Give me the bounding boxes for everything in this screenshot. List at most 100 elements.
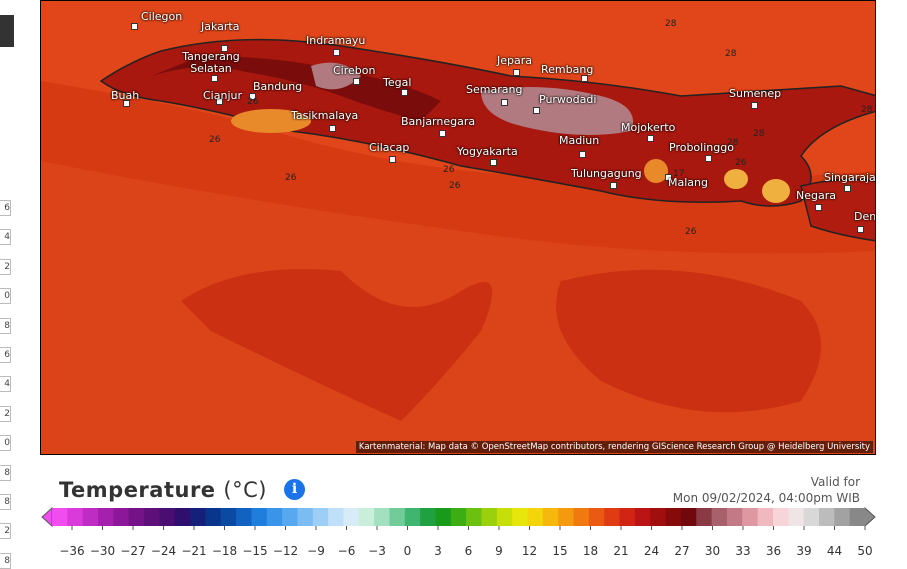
scale-tick-label: 36 [766, 544, 781, 558]
scale-swatch [542, 508, 559, 526]
city-marker [844, 185, 851, 192]
sidebar-item: 0 [0, 435, 11, 452]
scale-swatch [404, 508, 421, 526]
scale-tick-label: 18 [583, 544, 598, 558]
scale-swatch [496, 508, 513, 526]
color-scale: −36 −30 −27 −24 −21 −18 −15 −12 −9 −6 −3 0 3 6 9 12 15 18… [41, 506, 876, 558]
city-label: Malang [668, 176, 708, 189]
info-button[interactable]: i [284, 479, 305, 500]
scale-swatch [312, 508, 329, 526]
scale-swatch [358, 508, 375, 526]
sidebar-item: 8 [0, 317, 11, 334]
scale-arrow-right [864, 506, 876, 528]
scale-swatch [174, 508, 191, 526]
cool-patch [181, 269, 493, 421]
scale-tick-label: 50 [857, 544, 872, 558]
scale-swatch [726, 508, 743, 526]
city-marker [216, 98, 223, 105]
scale-swatch [818, 508, 835, 526]
very-hot-zone [311, 62, 361, 90]
legend-unit: (°C) [223, 478, 267, 502]
city-marker [665, 174, 672, 181]
scale-tick-label: −21 [181, 544, 206, 558]
city-marker [513, 69, 520, 76]
city-marker [249, 93, 256, 100]
scale-swatch [588, 508, 605, 526]
scale-tick-label: 0 [404, 544, 412, 558]
sidebar-item: 2 [0, 523, 11, 540]
scale-tick-label: −30 [90, 544, 115, 558]
city-marker [131, 23, 138, 30]
scale-swatch [834, 508, 851, 526]
scale-tick-label: 39 [796, 544, 811, 558]
city-marker [401, 89, 408, 96]
scale-swatch [190, 508, 206, 526]
scale-tick-label: 15 [552, 544, 567, 558]
city-label: Purwodadi [539, 93, 597, 106]
scale-swatch [389, 508, 406, 526]
scale-swatch [128, 508, 145, 526]
city-marker [501, 99, 508, 106]
city-label: Indramayu [306, 34, 366, 47]
map-surface [41, 1, 875, 454]
city-marker [533, 107, 540, 114]
contour-label: 26 [285, 173, 297, 183]
scale-tick-label: 12 [522, 544, 537, 558]
valid-time-text: Mon 09/02/2024, 04:00pm WIB [672, 491, 860, 505]
city-marker [581, 75, 588, 82]
scale-tick-label: −12 [273, 544, 298, 558]
sidebar-item: 6 [0, 347, 11, 363]
city-label: Madiun [559, 134, 600, 147]
scale-swatch [98, 508, 114, 526]
scale-swatch [297, 508, 314, 526]
map[interactable]: Cilegon Jakarta Indramayu Tangerang Selatan… [40, 0, 876, 455]
scale-tick-label: −15 [242, 544, 267, 558]
scale-swatch [67, 508, 84, 526]
city-marker [610, 182, 617, 189]
scale-tick-label: 6 [465, 544, 473, 558]
scale-swatch [481, 508, 498, 526]
scale-swatch [113, 508, 130, 526]
hot-spot [762, 179, 790, 203]
scale-arrow-left [41, 506, 53, 528]
scale-swatch [82, 508, 99, 526]
contour-label: 28 [753, 129, 765, 139]
city-marker [123, 100, 130, 107]
scale-swatch [512, 508, 529, 526]
city-marker [647, 135, 654, 142]
city-marker [751, 102, 758, 109]
city-label: Denpasar [854, 210, 876, 223]
scale-swatch [251, 508, 268, 526]
scale-tick-label: −6 [338, 544, 356, 558]
city-marker [211, 75, 218, 82]
contour-label: 17 [673, 169, 685, 179]
scale-swatch [205, 508, 222, 526]
contour-label: 26 [449, 181, 461, 191]
scale-tick-label: 30 [705, 544, 720, 558]
valid-label: Valid for [810, 475, 860, 489]
hot-spot [231, 109, 311, 133]
scale-swatch [236, 508, 252, 526]
scale-swatch [803, 508, 820, 526]
scale-swatch [757, 508, 774, 526]
sidebar-button[interactable] [0, 15, 14, 47]
city-marker [221, 45, 228, 52]
scale-tick-label: −27 [120, 544, 145, 558]
contour-label: 28 [725, 49, 737, 59]
scale-swatch [420, 508, 436, 526]
scale-tick-label: 21 [613, 544, 628, 558]
city-label: Jepara [497, 54, 532, 67]
scale-swatch [266, 508, 283, 526]
scale-swatch [573, 508, 590, 526]
scale-swatch [466, 508, 483, 526]
city-label: Negara [796, 189, 836, 202]
city-label: Yogyakarta [457, 145, 518, 158]
scale-tick-label: 3 [434, 544, 442, 558]
scale-swatch [282, 508, 298, 526]
city-label: Buah [111, 89, 140, 102]
contour-label: 28 [727, 138, 739, 148]
scale-swatch [220, 508, 237, 526]
sidebar-item: 4 [0, 376, 11, 393]
bali-island [800, 178, 875, 242]
